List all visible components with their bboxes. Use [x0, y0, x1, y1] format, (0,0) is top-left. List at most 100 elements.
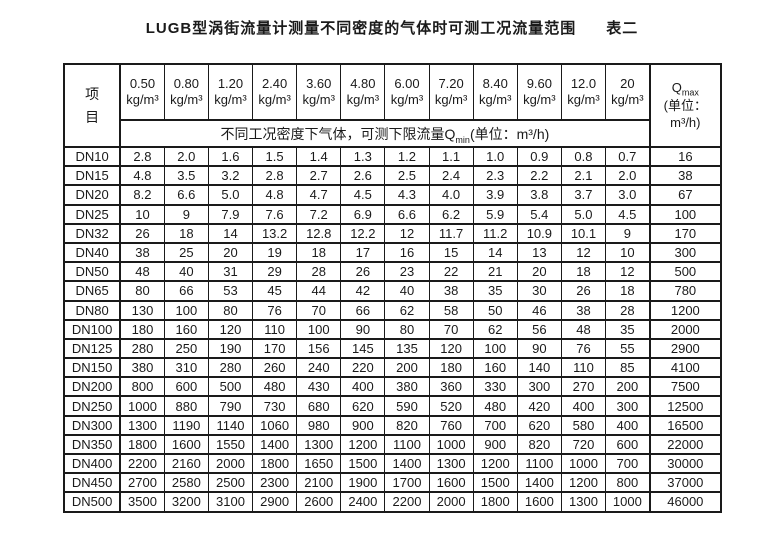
qmin-value-cell: 100: [296, 318, 342, 340]
qmin-value-cell: 28: [605, 299, 651, 321]
qmin-value-cell: 13.2: [252, 222, 298, 244]
qmin-value-cell: 190: [207, 337, 254, 360]
qmax-value-cell: 300: [648, 241, 722, 264]
qmin-value-cell: 145: [340, 337, 386, 360]
qmin-value-cell: 4.8: [252, 184, 298, 206]
dn-size-cell: DN32: [63, 222, 122, 244]
qmin-value-cell: 2700: [119, 472, 165, 494]
dn-size-cell: DN50: [63, 261, 122, 283]
density-header-cell: 3.60 kg/m³: [296, 63, 342, 121]
qmin-value-cell: 48: [560, 318, 607, 340]
qmin-value-cell: 1100: [516, 452, 562, 475]
qmin-value-cell: 7.6: [252, 203, 298, 225]
qmin-value-cell: 18: [296, 241, 342, 264]
table-row: DN200 800 600 500 480 430 400 380 360 330 300 270 20…: [63, 376, 722, 398]
dn-size-cell: DN15: [63, 165, 122, 187]
qmin-value-cell: 7.9: [207, 203, 254, 225]
qmin-value-cell: 1550: [207, 433, 254, 456]
qmin-value-cell: 42: [340, 280, 386, 302]
qmin-value-cell: 1800: [252, 452, 298, 475]
table-row: DN20 8.2 6.6 5.0 4.8 4.7 4.5 4.3 4.0 3.9 3.8 3.7 3.0…: [63, 184, 722, 206]
table-number-label: 表二: [606, 20, 639, 37]
qmin-value-cell: 6.9: [340, 203, 386, 225]
qmin-value-cell: 19: [252, 241, 298, 264]
qmin-value-cell: 480: [252, 376, 298, 398]
qmin-value-cell: 700: [605, 452, 651, 475]
table-row: DN125 280 250 190 170 156 145 135 120 100 90 76 55 29…: [63, 337, 722, 360]
qmin-value-cell: 10.9: [516, 222, 562, 244]
qmin-value-cell: 1900: [340, 472, 386, 494]
qmin-value-cell: 12: [384, 222, 430, 244]
dn-size-cell: DN350: [63, 433, 122, 456]
qmin-value-cell: 3100: [207, 491, 254, 513]
qmax-value-cell: 30000: [648, 452, 722, 475]
qmin-value-cell: 200: [384, 357, 430, 379]
qmin-value-cell: 1.2: [384, 145, 430, 168]
dn-size-cell: DN40: [63, 241, 122, 264]
qmin-value-cell: 600: [605, 433, 651, 456]
qmin-value-cell: 330: [472, 376, 518, 398]
qmin-value-cell: 26: [119, 222, 165, 244]
qmin-value-cell: 12.2: [340, 222, 386, 244]
qmin-value-cell: 9: [605, 222, 651, 244]
dn-size-cell: DN10: [63, 145, 122, 168]
dn-size-cell: DN450: [63, 472, 122, 494]
qmin-value-cell: 700: [472, 414, 518, 436]
qmin-value-cell: 2580: [163, 472, 209, 494]
qmin-subheader-cell: 不同工况密度下气体，可测下限流量Qmin(单位：m³/h): [119, 119, 651, 148]
qmin-value-cell: 1200: [560, 472, 607, 494]
qmax-value-cell: 2000: [648, 318, 722, 340]
qmin-value-cell: 800: [119, 376, 165, 398]
qmin-value-cell: 1600: [428, 472, 474, 494]
qmin-value-cell: 25: [163, 241, 209, 264]
qmin-value-cell: 520: [428, 395, 474, 417]
qmin-value-cell: 70: [428, 318, 474, 340]
table-row: DN450 2700 2580 2500 2300 2100 1900 1700 1600 150…: [63, 472, 722, 494]
qmin-value-cell: 70: [296, 299, 342, 321]
table-row: DN50 48 40 31 29 28 26 23 22 21 20 18 12 500: [63, 261, 722, 283]
qmin-value-cell: 260: [252, 357, 298, 379]
qmin-value-cell: 400: [560, 395, 607, 417]
qmin-value-cell: 250: [163, 337, 209, 360]
qmin-value-cell: 590: [384, 395, 430, 417]
table-row: DN500 3500 3200 3100 2900 2600 2400 2200 2000 180…: [63, 491, 722, 513]
qmin-value-cell: 90: [340, 318, 386, 340]
dn-size-cell: DN500: [63, 491, 122, 513]
qmin-value-cell: 2600: [296, 491, 342, 513]
table-row: DN10 2.8 2.0 1.6 1.5 1.4 1.3 1.2 1.1 1.0 0.9 0.8 0.7…: [63, 145, 722, 168]
qmin-value-cell: 600: [163, 376, 209, 398]
qmax-unit-line1: (单位：: [663, 97, 707, 113]
title-text: LUGB型涡街流量计测量不同密度的气体时可测工况流量范围: [145, 20, 577, 37]
qmin-value-cell: 1600: [516, 491, 562, 513]
qmin-value-cell: 1.1: [428, 145, 474, 168]
qmin-value-cell: 2500: [207, 472, 254, 494]
qmin-value-cell: 85: [605, 357, 651, 379]
qmin-value-cell: 156: [296, 337, 342, 360]
page-title: LUGB型涡街流量计测量不同密度的气体时可测工况流量范围 表二: [0, 17, 784, 38]
qmin-value-cell: 1060: [252, 414, 298, 436]
qmin-value-cell: 1650: [296, 452, 342, 475]
qmin-value-cell: 1.5: [252, 145, 298, 168]
qmin-value-cell: 31: [207, 261, 254, 283]
item-header-label: 项目: [85, 86, 100, 125]
qmin-value-cell: 48: [119, 261, 165, 283]
qmin-value-cell: 120: [207, 318, 254, 340]
qmin-value-cell: 12: [560, 241, 607, 264]
qmin-value-cell: 1190: [163, 414, 209, 436]
qmin-value-cell: 14: [472, 241, 518, 264]
qmin-value-cell: 420: [516, 395, 562, 417]
qmin-value-cell: 1800: [119, 433, 165, 456]
qmin-value-cell: 270: [560, 376, 607, 398]
qmin-value-cell: 76: [560, 337, 607, 360]
qmin-value-cell: 26: [560, 280, 607, 302]
qmin-value-cell: 3.2: [207, 165, 254, 187]
qmin-value-cell: 400: [340, 376, 386, 398]
qmin-value-cell: 40: [163, 261, 209, 283]
dn-size-cell: DN80: [63, 299, 122, 321]
qmin-value-cell: 20: [207, 241, 254, 264]
qmin-value-cell: 80: [119, 280, 165, 302]
table-row: DN150 380 310 280 260 240 220 200 180 160 140 110 85…: [63, 357, 722, 379]
qmin-value-cell: 1.4: [296, 145, 342, 168]
qmin-value-cell: 1140: [207, 414, 254, 436]
qmin-value-cell: 30: [516, 280, 562, 302]
